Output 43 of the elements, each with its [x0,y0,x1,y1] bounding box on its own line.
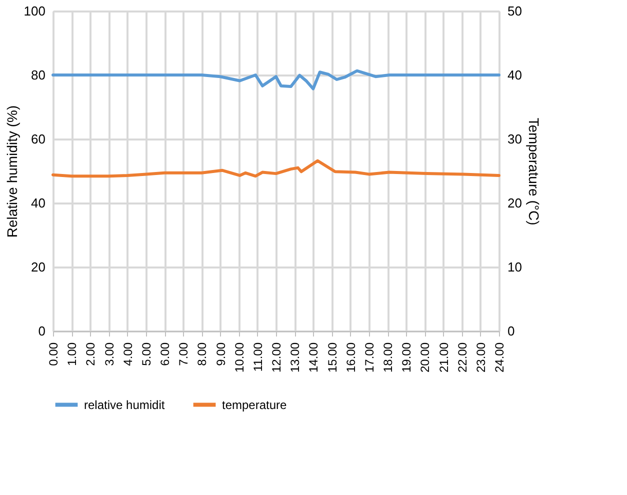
x-tick-label: 14.00 [306,342,321,373]
x-tick-label: 12.00 [270,342,284,373]
x-tick-label: 13.00 [288,342,302,373]
x-tick-label: 4.00 [120,342,135,366]
x-tick-label: 8.00 [195,342,210,366]
y-axis-title: Relative humidity (%) [4,105,20,238]
x-tick-label: 9.00 [214,342,228,366]
x-tick-label: 1.00 [65,342,80,366]
x-tick-label: 10.00 [232,342,246,373]
y2-tick-label: 20 [508,196,522,210]
x-tick-label: 2.00 [84,342,98,366]
y-tick-label: 0 [38,324,46,338]
x-tick-label: 15.00 [325,342,340,373]
x-tick-label: 24.00 [492,342,506,373]
x-tick-label: 22.00 [455,342,470,373]
x-tick-label: 11.00 [250,342,265,372]
y2-tick-label: 0 [508,324,515,338]
y2-tick-label: 10 [508,260,522,274]
x-tick-label: 23.00 [474,342,488,373]
y2-tick-label: 50 [508,4,522,18]
x-tick-label: 20.00 [418,342,432,373]
x-tick-label: 7.00 [176,342,191,366]
y-tick-label: 80 [31,68,46,82]
x-tick-label: 5.00 [139,342,154,366]
y2-tick-label: 30 [508,132,522,146]
x-tick-label: 16.00 [344,342,358,373]
x-tick-label: 6.00 [158,342,172,366]
legend-label: temperature [222,398,288,412]
line-series [52,69,500,90]
x-tick-label: 17.00 [362,342,376,373]
x-tick-label: 3.00 [102,342,116,366]
y-tick-label: 40 [31,196,46,210]
y2-axis-title: Temperature (°C) [526,118,542,226]
y-tick-label: 60 [31,132,46,146]
legend-label: relative humidit [84,398,166,412]
line-series [52,159,500,178]
x-tick-label: 18.00 [381,342,395,373]
y-tick-label: 100 [24,4,46,18]
x-tick-label: 19.00 [400,342,414,373]
y2-tick-label: 40 [508,68,522,82]
x-tick-label: 0.00 [46,342,60,366]
y-tick-label: 20 [31,260,46,274]
x-tick-label: 21.00 [436,342,451,373]
